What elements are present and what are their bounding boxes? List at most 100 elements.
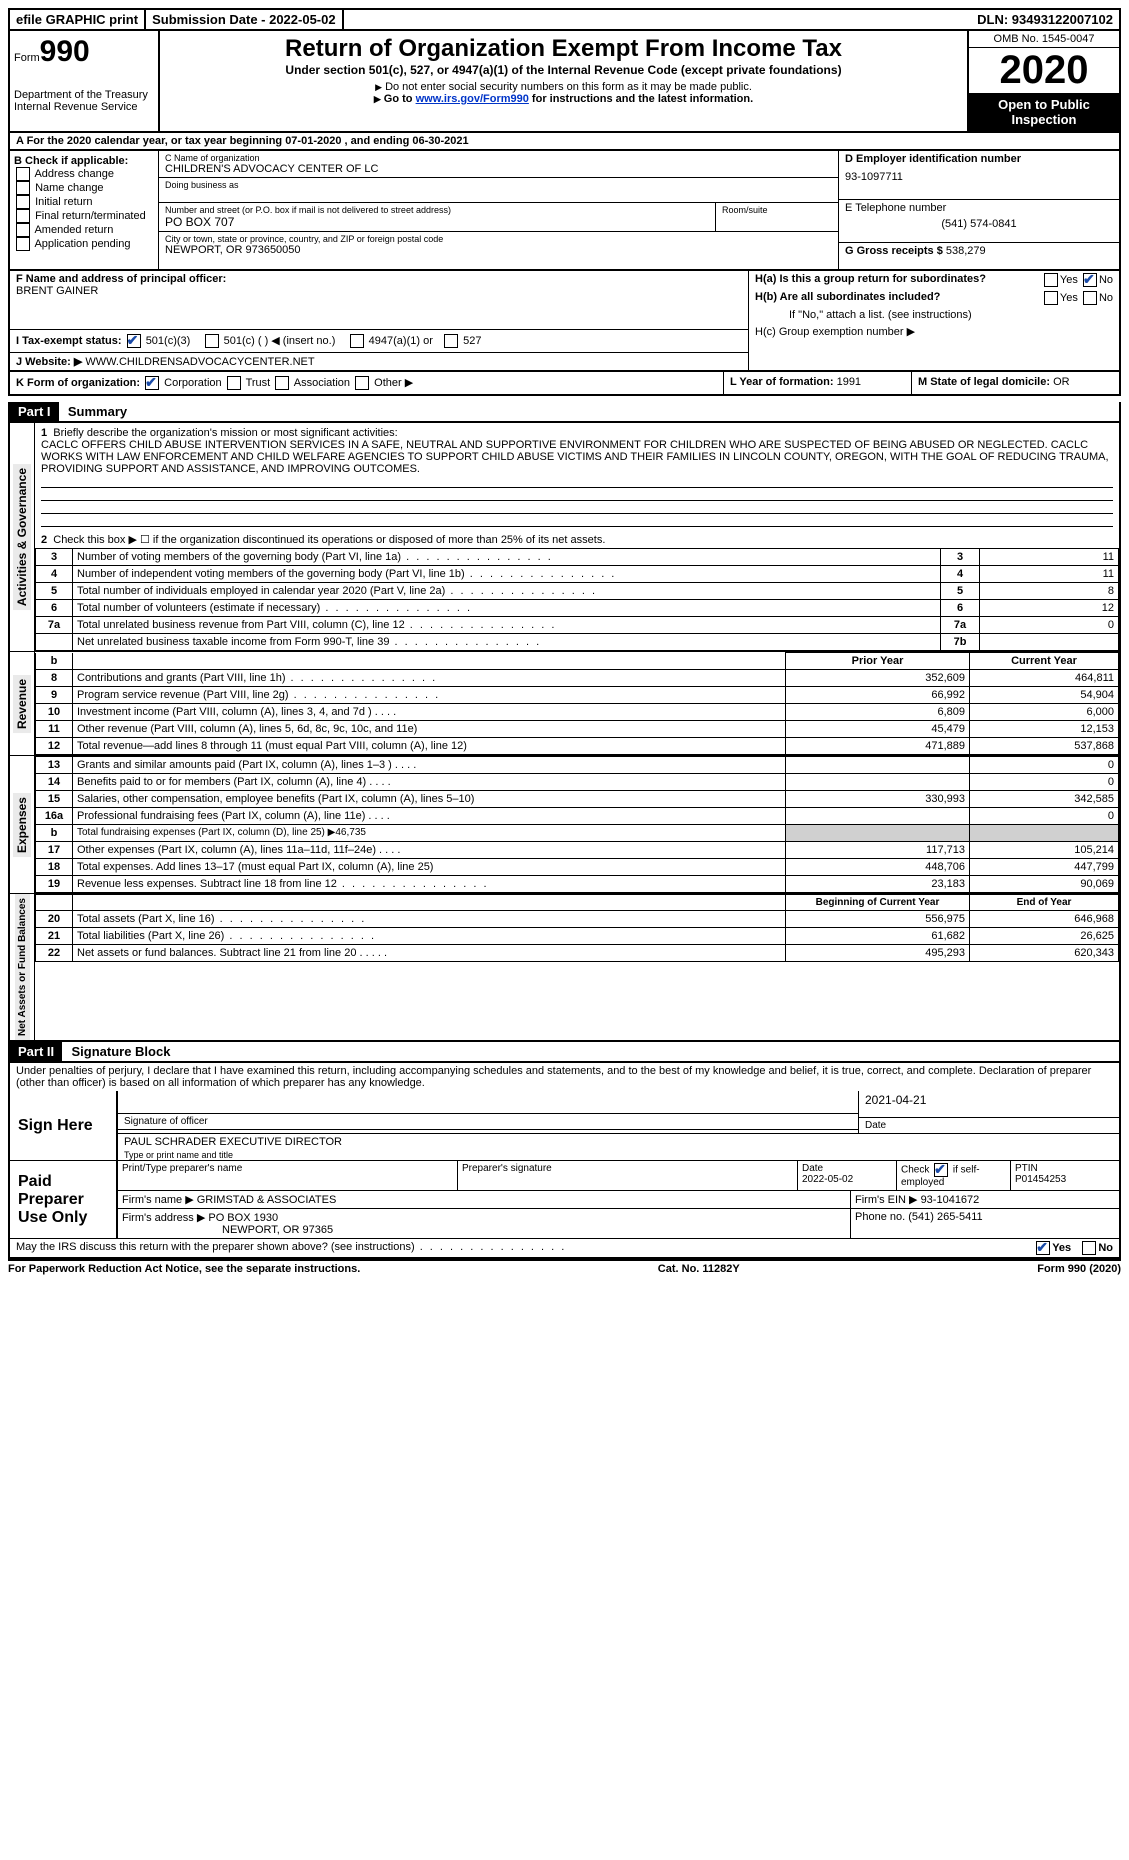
- no-label2: No: [1099, 292, 1113, 304]
- cb-address[interactable]: [16, 167, 30, 181]
- hb-no[interactable]: [1083, 291, 1097, 305]
- ha-no[interactable]: [1083, 273, 1097, 287]
- discuss-label: May the IRS discuss this return with the…: [16, 1241, 415, 1253]
- r8-py: 352,609: [786, 670, 970, 687]
- form-title: Return of Organization Exempt From Incom…: [168, 35, 959, 63]
- hb-label: H(b) Are all subordinates included?: [755, 291, 940, 303]
- cb-other[interactable]: [355, 376, 369, 390]
- l7b-t: Net unrelated business taxable income fr…: [77, 636, 389, 648]
- cb-assoc[interactable]: [275, 376, 289, 390]
- e16a-cy: 0: [970, 808, 1119, 825]
- cb-final-label: Final return/terminated: [35, 210, 146, 222]
- e14-cy: 0: [970, 774, 1119, 791]
- cb-trust[interactable]: [227, 376, 241, 390]
- cb-4947[interactable]: [350, 334, 364, 348]
- cb-amended-label: Amended return: [34, 224, 113, 236]
- e15-t: Salaries, other compensation, employee b…: [73, 791, 786, 808]
- e17-py: 117,713: [786, 842, 970, 859]
- box-d-e-g: D Employer identification number 93-1097…: [838, 151, 1119, 269]
- col-eoy: End of Year: [970, 895, 1119, 911]
- e16a-t: Professional fundraising fees (Part IX, …: [77, 810, 365, 822]
- ha-yes[interactable]: [1044, 273, 1058, 287]
- room-label: Room/suite: [715, 203, 838, 231]
- r9-t: Program service revenue (Part VIII, line…: [77, 689, 289, 701]
- ein-label: D Employer identification number: [845, 153, 1113, 165]
- no-label: No: [1099, 274, 1113, 286]
- cb-527[interactable]: [444, 334, 458, 348]
- cb-final[interactable]: [16, 209, 30, 223]
- gross-label: G Gross receipts $: [845, 245, 943, 257]
- e17-t: Other expenses (Part IX, column (A), lin…: [77, 844, 376, 856]
- e19-t: Revenue less expenses. Subtract line 18 …: [77, 878, 337, 890]
- discuss-yes[interactable]: [1036, 1241, 1050, 1255]
- form-label: Form: [14, 52, 40, 64]
- exp-table: 13Grants and similar amounts paid (Part …: [35, 756, 1119, 893]
- cb-name-label: Name change: [35, 182, 104, 194]
- n21-cy: 26,625: [970, 928, 1119, 945]
- e16b-t: Total fundraising expenses (Part IX, col…: [73, 825, 786, 842]
- ha-label: H(a) Is this a group return for subordin…: [755, 273, 986, 285]
- cb-selfemp[interactable]: [934, 1163, 948, 1177]
- e16a-py: [786, 808, 970, 825]
- domicile: OR: [1053, 376, 1070, 388]
- col-py: Prior Year: [786, 653, 970, 670]
- irs-link[interactable]: www.irs.gov/Form990: [416, 93, 529, 105]
- n21-t: Total liabilities (Part X, line 26): [77, 930, 224, 942]
- p-date: 2022-05-02: [802, 1174, 853, 1185]
- hb-yes[interactable]: [1044, 291, 1058, 305]
- e15-cy: 342,585: [970, 791, 1119, 808]
- sig-name-label: Type or print name and title: [118, 1150, 1119, 1160]
- l3-t: Number of voting members of the governin…: [77, 551, 401, 563]
- part2-header: Part II: [10, 1042, 62, 1061]
- cb-address-label: Address change: [34, 168, 114, 180]
- col-cy: Current Year: [970, 653, 1119, 670]
- p-date-label: Date: [802, 1163, 823, 1174]
- tax-year: 2020: [969, 48, 1119, 93]
- opt-trust: Trust: [246, 377, 271, 389]
- form-header: Form990 Department of the Treasury Inter…: [8, 31, 1121, 133]
- opt-501c3: 501(c)(3): [146, 335, 191, 347]
- omb: OMB No. 1545-0047: [969, 31, 1119, 48]
- cb-pending[interactable]: [16, 237, 30, 251]
- hb-note: If "No," attach a list. (see instruction…: [749, 307, 1119, 323]
- r12-py: 471,889: [786, 738, 970, 755]
- yes-label2: Yes: [1060, 292, 1078, 304]
- cb-corp[interactable]: [145, 376, 159, 390]
- no-label3: No: [1098, 1242, 1113, 1254]
- l7a-v: 0: [980, 617, 1119, 634]
- c-name-label: C Name of organization: [165, 153, 832, 163]
- tel: (541) 574-0841: [845, 218, 1113, 230]
- cb-501c3[interactable]: [127, 334, 141, 348]
- ptin-label: PTIN: [1015, 1163, 1038, 1174]
- section-exp: Expenses 13Grants and similar amounts pa…: [8, 756, 1121, 894]
- r11-cy: 12,153: [970, 721, 1119, 738]
- year-formation: 1991: [837, 376, 861, 388]
- r10-t: Investment income (Part VIII, column (A)…: [77, 706, 372, 718]
- box-j: J Website: ▶ WWW.CHILDRENSADVOCACYCENTER…: [10, 353, 748, 370]
- e18-t: Total expenses. Add lines 13–17 (must eq…: [73, 859, 786, 876]
- page-footer: For Paperwork Reduction Act Notice, see …: [8, 1259, 1121, 1275]
- i-label: I Tax-exempt status:: [16, 335, 122, 347]
- discuss-no[interactable]: [1082, 1241, 1096, 1255]
- e13-t: Grants and similar amounts paid (Part IX…: [77, 759, 392, 771]
- dept-label: Department of the Treasury Internal Reve…: [14, 89, 154, 113]
- cb-501c[interactable]: [205, 334, 219, 348]
- box-i: I Tax-exempt status: 501(c)(3) 501(c) ( …: [10, 330, 748, 353]
- ptin: P01454253: [1015, 1174, 1066, 1185]
- l3-v: 11: [980, 549, 1119, 566]
- r9-cy: 54,904: [970, 687, 1119, 704]
- row-f-h: F Name and address of principal officer:…: [8, 271, 1121, 372]
- q2: Check this box ▶ ☐ if the organization d…: [53, 534, 605, 546]
- l7a-t: Total unrelated business revenue from Pa…: [77, 619, 405, 631]
- dba-label: Doing business as: [165, 180, 832, 190]
- cb-name[interactable]: [16, 181, 30, 195]
- warn2-pre: Go to: [384, 93, 416, 105]
- part1-title: Summary: [62, 402, 133, 421]
- cb-amended[interactable]: [16, 223, 30, 237]
- yes-label: Yes: [1060, 274, 1078, 286]
- r8-t: Contributions and grants (Part VIII, lin…: [77, 672, 286, 684]
- footer-left: For Paperwork Reduction Act Notice, see …: [8, 1263, 360, 1275]
- mission: CACLC OFFERS CHILD ABUSE INTERVENTION SE…: [41, 439, 1109, 475]
- section-na: Net Assets or Fund Balances Beginning of…: [8, 894, 1121, 1042]
- cb-initial[interactable]: [16, 195, 30, 209]
